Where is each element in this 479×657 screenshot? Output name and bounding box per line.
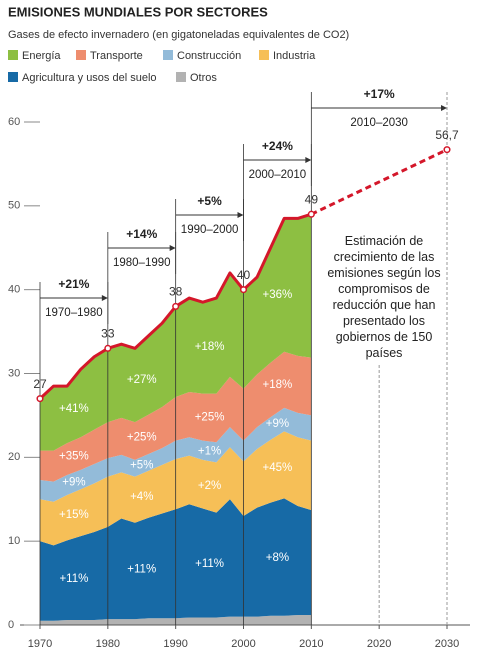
legend-label: Energía xyxy=(22,50,61,62)
sector-change: +11% xyxy=(195,558,224,570)
sector-change: +9% xyxy=(62,476,85,488)
period-label: 1970–1980 xyxy=(45,307,103,319)
point xyxy=(307,210,315,218)
period-change: +21% xyxy=(58,277,89,291)
sector-change: +45% xyxy=(263,462,293,474)
sector-change: +5% xyxy=(130,459,153,471)
y-tick-label: 40 xyxy=(8,284,20,296)
point xyxy=(443,146,451,154)
y-tick-label: 20 xyxy=(8,451,20,463)
period-label: 2000–2010 xyxy=(249,169,307,181)
point-label: 56,7 xyxy=(435,128,459,142)
y-tick-label: 60 xyxy=(8,116,20,128)
period-label: 1980–1990 xyxy=(113,257,171,269)
sector-change: +1% xyxy=(198,445,221,457)
y-tick-label: 10 xyxy=(8,535,20,547)
sector-change: +36% xyxy=(263,289,293,301)
point xyxy=(239,286,248,294)
sector-change: +11% xyxy=(127,563,156,575)
sector-change: +8% xyxy=(266,552,289,564)
point-label: 40 xyxy=(237,268,251,282)
period-change: +17% xyxy=(364,87,395,101)
sector-change: +18% xyxy=(195,341,225,353)
legend-label: Otros xyxy=(190,72,217,84)
point xyxy=(172,302,180,310)
legend-swatch xyxy=(259,50,269,60)
x-tick-label: 2020 xyxy=(367,638,391,650)
point-label: 38 xyxy=(169,285,183,299)
legend-swatch xyxy=(176,72,186,82)
point-label: 27 xyxy=(33,377,47,391)
x-tick-label: 1970 xyxy=(28,638,52,650)
period-arrow xyxy=(101,295,108,301)
period-arrow xyxy=(441,105,447,111)
sector-change: +4% xyxy=(130,491,153,503)
legend-swatch xyxy=(8,72,18,82)
sector-change: +18% xyxy=(263,379,293,391)
period-arrow xyxy=(305,157,312,163)
sector-change: +27% xyxy=(127,374,157,386)
period-change: +5% xyxy=(197,194,222,208)
period-change: +24% xyxy=(262,139,293,153)
sector-change: +41% xyxy=(59,403,89,415)
legend-label: Agricultura y usos del suelo xyxy=(22,72,157,84)
chart-subtitle: Gases de efecto invernadero (en gigatone… xyxy=(8,29,349,41)
point-label: 33 xyxy=(101,327,115,341)
note: Estimación de crecimiento de las emision… xyxy=(327,234,441,360)
period-arrow xyxy=(169,245,176,251)
sector-change: +25% xyxy=(127,432,157,444)
sector-change: +9% xyxy=(266,418,289,430)
point xyxy=(104,344,112,352)
chart-title: EMISIONES MUNDIALES POR SECTORES xyxy=(8,4,268,19)
y-tick-label: 0 xyxy=(8,619,14,631)
legend-label: Construcción xyxy=(177,50,241,62)
legend-swatch xyxy=(8,50,18,60)
period-label: 2010–2030 xyxy=(350,117,408,129)
x-tick-label: 2010 xyxy=(299,638,323,650)
sector-change: +2% xyxy=(198,480,221,492)
legend-swatch xyxy=(76,50,86,60)
legend-label: Industria xyxy=(273,50,316,62)
period-arrow xyxy=(237,212,244,218)
legend-swatch xyxy=(163,50,173,60)
x-tick-label: 2030 xyxy=(435,638,459,650)
x-tick-label: 1990 xyxy=(163,638,187,650)
sector-change: +11% xyxy=(59,573,88,585)
point xyxy=(36,395,44,403)
sector-change: +25% xyxy=(195,412,225,424)
x-tick-label: 1980 xyxy=(96,638,120,650)
y-tick-label: 50 xyxy=(8,200,20,212)
projection-line xyxy=(310,148,448,216)
period-change: +14% xyxy=(126,227,157,241)
period-label: 1990–2000 xyxy=(181,224,239,236)
sector-change: +15% xyxy=(59,509,89,521)
y-tick-label: 30 xyxy=(8,367,20,379)
sector-change: +35% xyxy=(59,450,89,462)
point-label: 49 xyxy=(305,192,319,206)
x-tick-label: 2000 xyxy=(231,638,255,650)
legend-label: Transporte xyxy=(90,50,143,62)
